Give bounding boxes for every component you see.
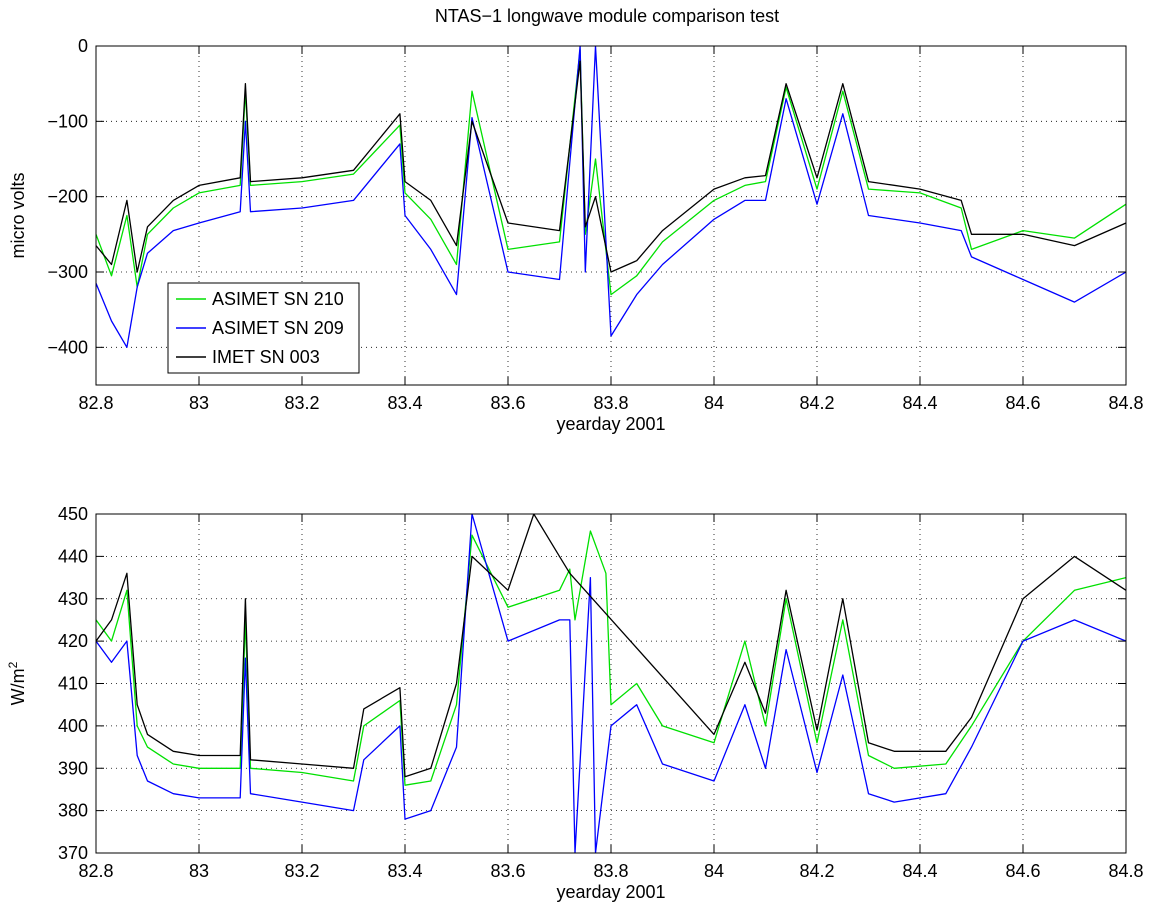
top-x-tick-label: 82.8 — [78, 393, 113, 413]
bottom-x-tick-label: 83.6 — [490, 861, 525, 881]
chart-title: NTAS−1 longwave module comparison test — [435, 6, 779, 26]
top-y-axis-title: micro volts — [8, 172, 28, 258]
top-y-tick-label: −300 — [47, 262, 88, 282]
bottom-y-axis-title: W/m2 — [6, 661, 28, 705]
legend: ASIMET SN 210 ASIMET SN 209 IMET SN 003 — [167, 282, 360, 374]
bottom-series-asimet-sn-210 — [96, 530, 1126, 786]
bottom-y-axis-title-exponent: 2 — [6, 661, 20, 668]
bottom-y-tick-label: 440 — [58, 546, 88, 566]
top-y-tick-label: −200 — [47, 187, 88, 207]
top-y-tick-label: 0 — [78, 36, 88, 56]
bottom-x-tick-label: 84.8 — [1108, 861, 1143, 881]
legend-label: IMET SN 003 — [212, 347, 320, 367]
bottom-x-tick-label: 84.4 — [902, 861, 937, 881]
top-x-tick-label: 83.6 — [490, 393, 525, 413]
bottom-series-imet-sn-003 — [96, 514, 1126, 778]
top-x-tick-label: 83.2 — [284, 393, 319, 413]
top-y-tick-label: −100 — [47, 111, 88, 131]
bottom-y-tick-label: 390 — [58, 758, 88, 778]
bottom-x-tick-label: 83.8 — [593, 861, 628, 881]
bottom-y-tick-label: 380 — [58, 801, 88, 821]
bottom-x-tick-label: 84.6 — [1005, 861, 1040, 881]
bottom-chart: 82.8 83 83.2 83.4 83.6 83.8 84 84.2 84.4 84.6 84.8… — [6, 504, 1144, 902]
top-x-tick-label: 83 — [189, 393, 209, 413]
top-x-tick-label: 83.4 — [387, 393, 422, 413]
top-x-tick-label: 84 — [704, 393, 724, 413]
bottom-x-tick-label: 83.2 — [284, 861, 319, 881]
top-x-tick-label: 84.4 — [902, 393, 937, 413]
bottom-x-tick-label: 82.8 — [78, 861, 113, 881]
top-series-imet-sn-003 — [96, 60, 1126, 273]
bottom-x-tick-label: 84 — [704, 861, 724, 881]
top-x-tick-label: 84.2 — [799, 393, 834, 413]
top-x-axis-title: yearday 2001 — [556, 414, 665, 434]
bottom-x-tick-label: 83 — [189, 861, 209, 881]
legend-label: ASIMET SN 209 — [212, 318, 344, 338]
bottom-y-tick-label: 370 — [58, 843, 88, 863]
bottom-x-tick-label: 83.4 — [387, 861, 422, 881]
bottom-x-tick-label: 84.2 — [799, 861, 834, 881]
top-chart: 82.8 83 83.2 83.4 83.6 83.8 84 84.2 84.4 84.6 84.8… — [8, 36, 1144, 434]
bottom-y-tick-label: 420 — [58, 631, 88, 651]
bottom-series-asimet-sn-209 — [96, 514, 1126, 853]
bottom-y-tick-label: 410 — [58, 674, 88, 694]
top-series-asimet-sn-209 — [96, 46, 1126, 348]
bottom-y-tick-label: 450 — [58, 504, 88, 524]
bottom-y-axis-title-base: W/m — [8, 668, 28, 705]
bottom-y-tick-label: 430 — [58, 589, 88, 609]
top-x-tick-label: 84.8 — [1108, 393, 1143, 413]
top-y-tick-label: −400 — [47, 337, 88, 357]
top-x-tick-label: 84.6 — [1005, 393, 1040, 413]
bottom-y-tick-label: 400 — [58, 716, 88, 736]
top-x-tick-label: 83.8 — [593, 393, 628, 413]
bottom-x-axis-title: yearday 2001 — [556, 882, 665, 902]
legend-label: ASIMET SN 210 — [212, 289, 344, 309]
